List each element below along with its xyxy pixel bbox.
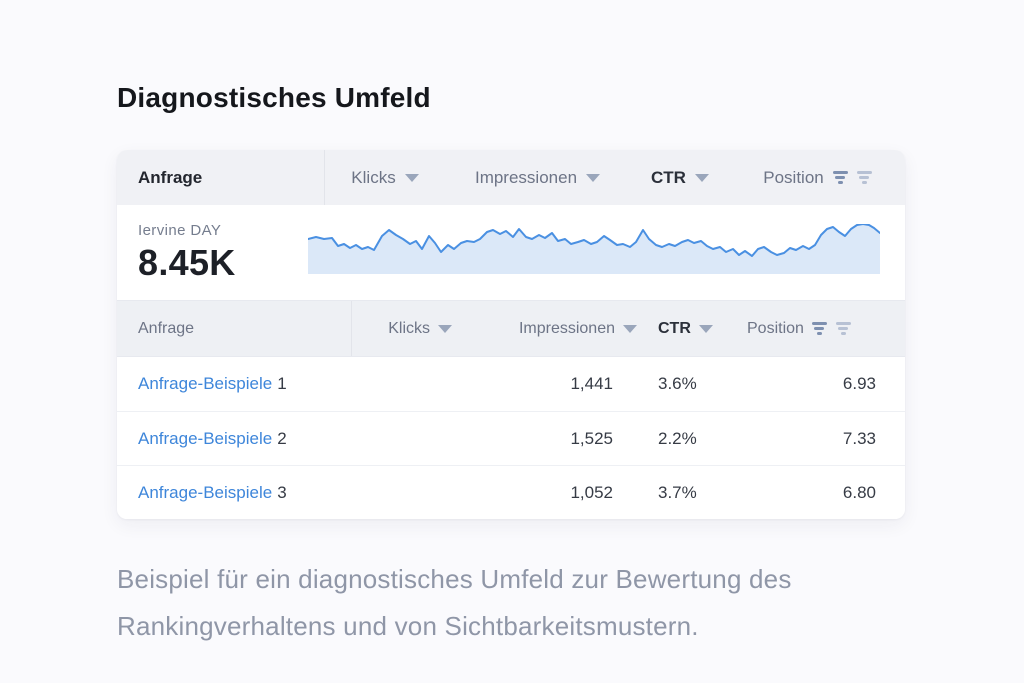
toolbar-sort-ctr[interactable]: CTR (630, 150, 730, 205)
sort-desc-triangle-icon[interactable] (623, 324, 637, 333)
query-number: 2 (277, 428, 287, 448)
metric-summary: Iervine DAY 8.45K (117, 222, 308, 284)
cell-impressionen: 1,525 (570, 428, 613, 448)
table-header: Anfrage Klicks Impressionen CTR Position (117, 300, 905, 357)
column-header-anfrage[interactable]: Anfrage (117, 301, 352, 356)
column-header-ctr[interactable]: CTR (645, 301, 745, 356)
cell-ctr: 2.2% (658, 428, 697, 448)
cell-ctr: 3.6% (658, 374, 697, 393)
cell-klicks (352, 466, 460, 519)
column-header-impressionen[interactable]: Impressionen (460, 301, 645, 356)
query-number: 3 (277, 482, 287, 502)
query-link[interactable]: Anfrage-Beispiele (138, 482, 273, 502)
sort-desc-triangle-icon[interactable] (698, 324, 713, 333)
cell-klicks (352, 412, 460, 465)
sort-desc-triangle-icon[interactable] (438, 324, 452, 333)
sparkline-svg (307, 222, 881, 274)
sort-desc-triangle-icon[interactable] (694, 173, 709, 182)
table-row: Anfrage-Beispiele 3 1,052 3.7% 6.80 (117, 465, 905, 519)
sparkline-chart (307, 222, 881, 282)
figure-caption: Beispiel für ein diagnostisches Umfeld z… (117, 564, 792, 641)
toolbar-sort-impressionen[interactable]: Impressionen (445, 150, 630, 205)
metric-label: Iervine DAY (138, 221, 222, 239)
query-link[interactable]: Anfrage-Beispiele (138, 374, 273, 393)
sort-desc-triangle-icon[interactable] (586, 173, 601, 182)
column-header-klicks[interactable]: Klicks (352, 301, 460, 356)
page-title: Diagnostisches Umfeld (117, 82, 431, 113)
filter-bars-icon[interactable] (832, 171, 848, 184)
toolbar-sort-klicks[interactable]: Klicks (325, 150, 445, 205)
cell-klicks (352, 357, 460, 411)
filter-bars-icon[interactable] (811, 322, 827, 335)
cell-position: 6.93 (842, 374, 876, 393)
metric-section: Iervine DAY 8.45K (117, 205, 905, 300)
cell-position: 6.80 (842, 482, 876, 502)
table-row: Anfrage-Beispiele 2 1,525 2.2% 7.33 (117, 411, 905, 465)
column-header-position[interactable]: Position (745, 301, 905, 356)
filter-bars-icon-light[interactable] (856, 171, 872, 184)
diagnostic-widget-card: Anfrage Klicks Impressionen CTR Position… (117, 150, 905, 519)
query-link[interactable]: Anfrage-Beispiele (138, 428, 273, 448)
cell-ctr: 3.7% (658, 482, 697, 502)
sort-desc-triangle-icon[interactable] (404, 173, 419, 182)
filter-bars-icon-light[interactable] (835, 322, 851, 335)
toolbar-query-label: Anfrage (117, 150, 325, 205)
cell-position: 7.33 (842, 428, 876, 448)
table-row: Anfrage-Beispiele 1 1,441 3.6% 6.93 (117, 357, 905, 411)
toolbar-sort-position[interactable]: Position (730, 150, 905, 205)
query-number: 1 (277, 374, 287, 393)
metric-value: 8.45K (138, 241, 236, 283)
cell-impressionen: 1,441 (570, 374, 613, 393)
toolbar-header: Anfrage Klicks Impressionen CTR Position (117, 150, 905, 205)
cell-impressionen: 1,052 (570, 482, 613, 502)
